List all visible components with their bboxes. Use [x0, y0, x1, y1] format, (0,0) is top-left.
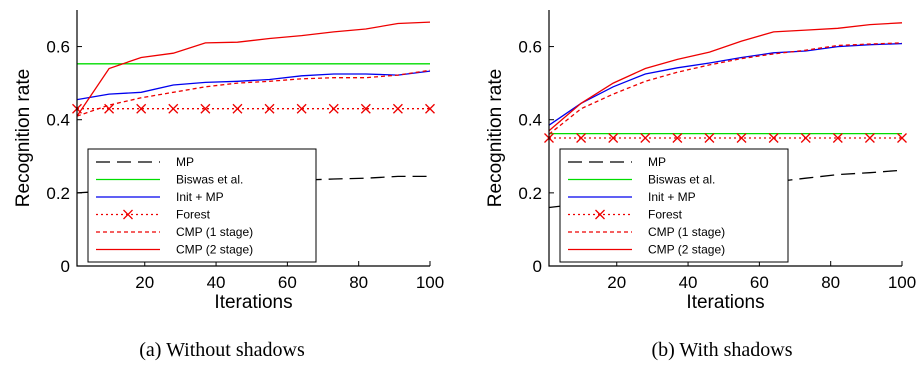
legend-label-0: MP: [648, 155, 666, 169]
x-tick-label-3: 80: [821, 273, 840, 292]
data-point-3-7: [768, 133, 779, 143]
series-line-2: [76, 70, 431, 101]
data-point-3-8: [328, 103, 339, 114]
x-tick-label-0: 20: [135, 273, 154, 292]
y-tick-label-3: 0.6: [46, 38, 70, 57]
data-point-3-5: [232, 103, 243, 114]
x-tick-label-4: 100: [888, 273, 916, 292]
x-tick-label-1: 40: [207, 273, 226, 292]
legend-label-4: CMP (1 stage): [648, 225, 725, 239]
data-point-3-11: [897, 133, 907, 143]
legend-marker-3: [123, 209, 133, 220]
legend-label-2: Init + MP: [176, 190, 224, 204]
data-point-3-11: [425, 103, 435, 114]
chart-2: 20 40 60 80 100 0 0.2 0.4 0.6 Iterations Recogniti…: [485, 10, 916, 361]
legend-label-3: Forest: [648, 208, 683, 222]
series-group: [544, 22, 907, 209]
x-axis-label: Iterations: [686, 292, 764, 313]
data-point-3-9: [832, 133, 843, 143]
legend-box: [559, 148, 789, 263]
series-line-2: [548, 42, 903, 126]
data-point-3-8: [800, 133, 811, 143]
legend-label-4: CMP (1 stage): [176, 225, 253, 239]
y-tick-label-0: 0: [61, 257, 70, 276]
y-tick-label-2: 0.4: [518, 111, 542, 130]
data-point-3-7: [296, 103, 307, 114]
legend-box: [87, 148, 317, 263]
legend-label-3: Forest: [176, 208, 211, 222]
data-point-3-10: [392, 103, 403, 114]
legend-label-1: Biswas et al.: [176, 173, 243, 187]
series-group: [72, 21, 435, 194]
chart-caption: (b) With shadows: [651, 339, 792, 361]
data-point-3-3: [168, 103, 179, 114]
data-point-3-2: [136, 103, 147, 114]
x-tick-label-0: 20: [607, 273, 626, 292]
x-tick-label-2: 60: [750, 273, 769, 292]
legend: MP Biswas et al. Init + MP Forest CMP (1 sta…: [559, 148, 789, 263]
series-line-5: [548, 22, 903, 132]
legend-label-0: MP: [176, 155, 194, 169]
legend-marker-3: [595, 209, 605, 220]
y-tick-label-3: 0.6: [518, 38, 542, 57]
chart-1: 20 40 60 80 100 0 0.2 0.4 0.6 Iterations Recogniti…: [13, 10, 444, 361]
data-point-3-3: [640, 133, 651, 143]
x-tick-label-4: 100: [416, 273, 444, 292]
series-line-4: [548, 42, 903, 135]
x-tick-label-3: 80: [349, 273, 368, 292]
legend-label-5: CMP (2 stage): [176, 243, 253, 257]
x-tick-label-1: 40: [679, 273, 698, 292]
legend-label-1: Biswas et al.: [648, 173, 715, 187]
y-tick-label-1: 0.2: [46, 184, 70, 203]
data-point-3-4: [672, 133, 683, 143]
y-tick-label-1: 0.2: [518, 184, 542, 203]
data-point-3-2: [608, 133, 619, 143]
y-axis-label: Recognition rate: [13, 69, 34, 207]
legend: MP Biswas et al. Init + MP Forest CMP (1 sta…: [87, 148, 317, 263]
x-tick-label-2: 60: [278, 273, 297, 292]
data-point-3-9: [360, 103, 371, 114]
legend-label-2: Init + MP: [648, 190, 696, 204]
chart-caption: (a) Without shadows: [139, 339, 305, 361]
data-point-3-4: [200, 103, 211, 114]
y-tick-label-2: 0.4: [46, 111, 70, 130]
data-point-3-6: [736, 133, 747, 143]
data-point-3-6: [264, 103, 275, 114]
data-point-3-5: [704, 133, 715, 143]
data-point-3-1: [576, 133, 587, 143]
x-axis-label: Iterations: [214, 292, 292, 313]
y-axis-label: Recognition rate: [485, 69, 506, 207]
series-line-5: [76, 21, 431, 117]
y-tick-label-0: 0: [533, 257, 542, 276]
legend-label-5: CMP (2 stage): [648, 243, 725, 257]
data-point-3-10: [864, 133, 875, 143]
